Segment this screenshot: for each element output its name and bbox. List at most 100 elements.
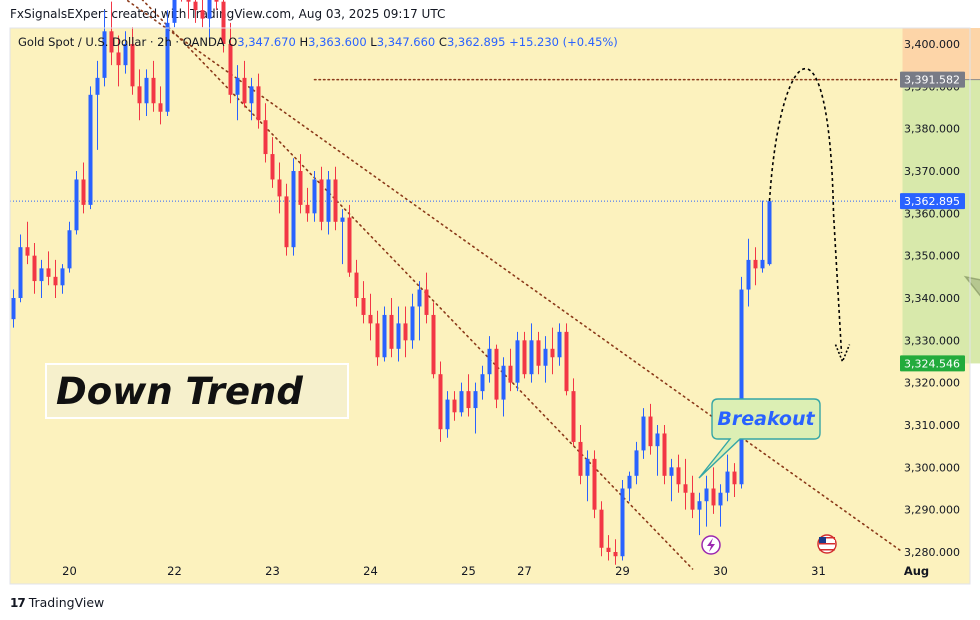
high-value: 3,363.600 [308,35,370,49]
close-label: C [439,35,447,49]
candle [613,539,618,565]
lightning-icon[interactable] [701,535,721,555]
candle [403,306,408,358]
candle [305,187,310,222]
candle-body [655,433,660,447]
price-tag-current[interactable]: 3,362.895 [900,193,965,210]
candle-body [620,488,625,557]
x-tick-label: 31 [811,564,826,578]
candle-body [130,44,135,87]
candle-body [60,268,65,286]
candle [207,0,212,44]
candle [711,467,716,514]
candle [536,331,541,375]
down-trend-label[interactable]: Down Trend [45,363,349,419]
price-tag-label: 3,391.582 [904,74,960,87]
candle-body [641,416,646,451]
candle-body [718,492,723,506]
symbol-legend[interactable]: Gold Spot / U.S. Dollar · 2h · OANDA O3,… [18,35,618,49]
candle [746,238,751,307]
candle [473,382,478,434]
candle-body [151,77,156,104]
candle [361,281,366,324]
candle [368,293,373,341]
candle [424,272,429,324]
candle [557,323,562,366]
flag-stripe [819,540,835,542]
candle-body [501,365,506,400]
x-tick-label: 23 [265,564,280,578]
candle-body [11,298,16,320]
x-tick-label: 30 [713,564,728,578]
down-arrow-icon [963,275,980,297]
candle-body [235,77,240,95]
candle [501,357,506,417]
candle-body [753,259,758,269]
candle [375,310,380,366]
candle-body [137,86,142,104]
candle [396,306,401,362]
us-flag-icon[interactable] [817,534,837,554]
candle-body [480,374,485,392]
candle [529,323,534,383]
candle [599,501,604,557]
candle [683,458,688,510]
candle-body [760,259,765,269]
candle [438,361,443,442]
candle [655,425,660,476]
x-tick-label: 25 [461,564,476,578]
candle-body [214,0,219,2]
candle [53,259,58,298]
candle [466,374,471,417]
candle-body [473,391,478,409]
candle-body [88,94,93,205]
candle-body [158,103,163,112]
candle-body [102,31,107,78]
candle [767,198,772,266]
low-label: L [370,35,377,49]
candle [760,200,765,273]
candle-body [494,348,499,400]
candle [18,234,23,303]
candle-body [242,77,247,104]
chart-border [9,27,971,585]
y-tick-label: 3,320.000 [904,377,960,390]
candle [270,137,275,188]
candle-body [690,492,695,510]
candle-body [291,171,296,248]
candle [158,86,163,125]
candle [181,0,182,2]
candle [116,35,121,87]
candle-body [571,391,576,442]
candle [200,0,205,28]
candle [256,73,261,129]
time-axis[interactable] [10,560,898,584]
candle [487,336,492,383]
tradingview-branding[interactable]: 17 TradingView [10,595,104,610]
breakout-callout[interactable]: Breakout [698,398,821,479]
candle [326,171,331,235]
candle [634,441,639,485]
candle [347,204,352,277]
candle-body [445,399,450,430]
candle-body [368,314,373,324]
candle-body [298,171,303,205]
candle [291,158,296,256]
down-trend-box [45,363,349,419]
candle-body [599,509,604,548]
change-value: +15.230 (+0.45%) [509,35,618,49]
flag-stripe [819,549,835,551]
candle-body [347,217,352,273]
price-tag-target[interactable]: 3,324.546 [900,355,965,372]
candle [648,403,653,455]
price-tag-resistance[interactable]: 3,391.582 [900,71,965,88]
candle-body [340,217,345,222]
tradingview-logo-icon: 17 [10,595,26,610]
candle [137,69,142,121]
candle [571,378,576,447]
candle [494,344,499,409]
x-tick-label: 22 [167,564,182,578]
candle-body [683,484,688,493]
candle [74,171,79,235]
